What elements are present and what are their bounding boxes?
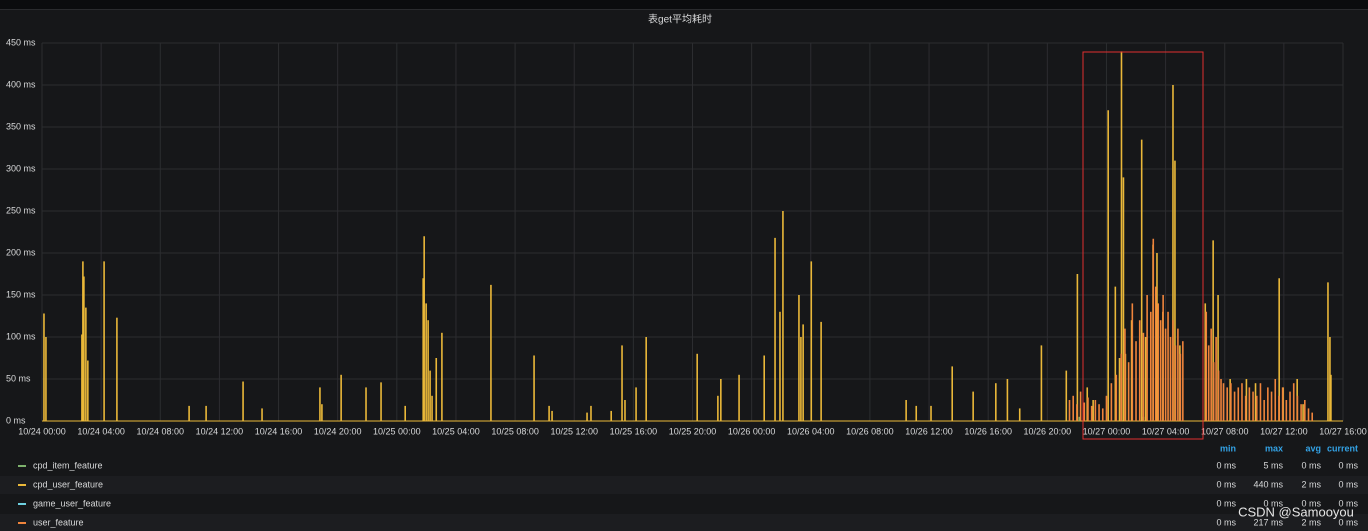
x-tick-label: 10/25 12:00: [550, 426, 598, 436]
legend-column-header: max: [1265, 443, 1283, 453]
x-tick-label: 10/24 12:00: [196, 426, 244, 436]
y-tick-label: 350 ms: [6, 121, 36, 131]
x-tick-label: 10/25 04:00: [432, 426, 480, 436]
y-tick-label: 450 ms: [6, 37, 36, 47]
x-tick-label: 10/25 00:00: [373, 426, 421, 436]
legend-stat: 440 ms: [1253, 479, 1283, 489]
legend-row-bg: [0, 514, 1368, 531]
x-tick-label: 10/27 16:00: [1319, 426, 1367, 436]
legend-column-header: current: [1327, 443, 1358, 453]
y-tick-label: 100 ms: [6, 331, 36, 341]
watermark: CSDN @Samooyou: [1238, 504, 1354, 519]
legend-stat: 0 ms: [1263, 498, 1283, 508]
x-tick-label: 10/27 08:00: [1201, 426, 1249, 436]
y-tick-label: 200 ms: [6, 247, 36, 257]
legend-row-bg: [0, 476, 1368, 494]
x-tick-label: 10/25 16:00: [610, 426, 658, 436]
x-tick-label: 10/27 00:00: [1083, 426, 1131, 436]
legend-stat: 0 ms: [1301, 460, 1321, 470]
legend-stat: 0 ms: [1338, 517, 1358, 527]
x-tick-label: 10/25 20:00: [669, 426, 717, 436]
legend-stat: 0 ms: [1338, 479, 1358, 489]
panel-title: 表get平均耗时: [648, 13, 712, 26]
x-tick-label: 10/27 04:00: [1142, 426, 1190, 436]
legend-column-header: avg: [1305, 443, 1321, 453]
x-tick-label: 10/26 04:00: [787, 426, 835, 436]
legend-stat: 0 ms: [1216, 479, 1236, 489]
y-tick-label: 400 ms: [6, 79, 36, 89]
x-tick-label: 10/26 12:00: [905, 426, 953, 436]
highlight-box: [1082, 51, 1204, 440]
legend-stat: 5 ms: [1263, 460, 1283, 470]
top-border: [0, 9, 1368, 10]
legend-stat: 0 ms: [1338, 460, 1358, 470]
legend-entry: game_user_feature: [33, 498, 111, 508]
x-tick-label: 10/27 12:00: [1260, 426, 1308, 436]
x-tick-label: 10/25 08:00: [491, 426, 539, 436]
y-tick-label: 150 ms: [6, 289, 36, 299]
x-tick-label: 10/24 08:00: [136, 426, 184, 436]
legend-entry: user_feature: [33, 517, 84, 527]
legend-entry: cpd_user_feature: [33, 479, 103, 489]
legend-stat: 0 ms: [1216, 460, 1236, 470]
y-tick-label: 0 ms: [6, 415, 26, 425]
y-tick-label: 250 ms: [6, 205, 36, 215]
legend-entry: cpd_item_feature: [33, 460, 103, 470]
y-tick-label: 300 ms: [6, 163, 36, 173]
x-tick-label: 10/26 16:00: [964, 426, 1012, 436]
top-bar: [0, 0, 1368, 9]
legend-stat: 2 ms: [1301, 517, 1321, 527]
plot-area: [43, 51, 1332, 421]
legend: min max avg current cpd_item_feature 0 ms 5 ms…: [0, 443, 1368, 531]
x-tick-label: 10/26 20:00: [1024, 426, 1072, 436]
y-tick-label: 50 ms: [6, 373, 31, 383]
x-tick-label: 10/26 00:00: [728, 426, 776, 436]
legend-stat: 0 ms: [1338, 498, 1358, 508]
legend-stat: 217 ms: [1253, 517, 1283, 527]
x-tick-label: 10/24 00:00: [18, 426, 66, 436]
legend-stat: 0 ms: [1216, 498, 1236, 508]
legend-stat: 0 ms: [1216, 517, 1236, 527]
legend-column-header: min: [1220, 443, 1236, 453]
legend-stat: 0 ms: [1301, 498, 1321, 508]
x-tick-label: 10/24 04:00: [77, 426, 125, 436]
x-tick-label: 10/24 16:00: [255, 426, 303, 436]
x-tick-label: 10/24 20:00: [314, 426, 362, 436]
x-tick-label: 10/26 08:00: [846, 426, 894, 436]
legend-stat: 2 ms: [1301, 479, 1321, 489]
